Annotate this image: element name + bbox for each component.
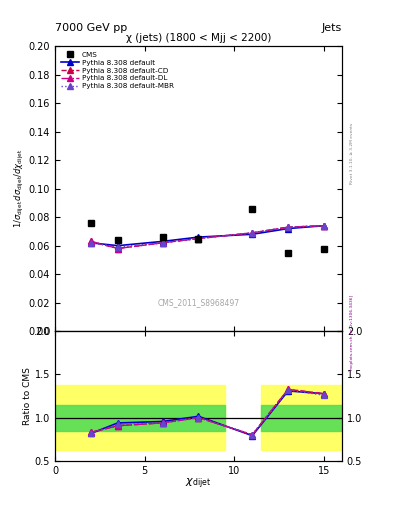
- Text: 7000 GeV pp: 7000 GeV pp: [55, 23, 127, 33]
- Text: mcplots.cern.ch [arXiv:1306.3436]: mcplots.cern.ch [arXiv:1306.3436]: [350, 295, 354, 370]
- Pythia 8.308 default-CD: [286, 224, 290, 230]
- Bar: [55, 404, 225, 431]
- X-axis label: $\chi_{\rm dijet}$: $\chi_{\rm dijet}$: [185, 477, 211, 492]
- Pythia 8.308 default: [88, 240, 93, 246]
- Pythia 8.308 default-MBR: [250, 230, 255, 236]
- Pythia 8.308 default: [321, 223, 326, 229]
- CMS: [160, 234, 165, 240]
- Pythia 8.308 default-CD: [88, 238, 93, 244]
- CMS: [196, 236, 201, 242]
- Pythia 8.308 default: [116, 243, 120, 249]
- CMS: [116, 237, 120, 243]
- Pythia 8.308 default-MBR: [116, 244, 120, 250]
- Bar: [261, 385, 342, 451]
- Bar: [261, 404, 342, 431]
- Pythia 8.308 default: [286, 225, 290, 231]
- Pythia 8.308 default-MBR: [160, 240, 165, 246]
- Y-axis label: Ratio to CMS: Ratio to CMS: [23, 367, 32, 425]
- Pythia 8.308 default-MBR: [88, 240, 93, 246]
- Text: Jets: Jets: [321, 23, 342, 33]
- Pythia 8.308 default-CD: [116, 245, 120, 251]
- Text: Rivet 3.1.10, ≥ 3.2M events: Rivet 3.1.10, ≥ 3.2M events: [350, 123, 354, 184]
- Pythia 8.308 default-CD: [160, 240, 165, 246]
- Line: Pythia 8.308 default-CD: Pythia 8.308 default-CD: [88, 223, 327, 251]
- Pythia 8.308 default-DL: [160, 240, 165, 246]
- Line: Pythia 8.308 default-DL: Pythia 8.308 default-DL: [88, 223, 327, 251]
- Pythia 8.308 default: [196, 234, 201, 240]
- Pythia 8.308 default-DL: [88, 238, 93, 244]
- Pythia 8.308 default: [160, 238, 165, 244]
- Line: Pythia 8.308 default: Pythia 8.308 default: [88, 223, 327, 248]
- Pythia 8.308 default-MBR: [286, 224, 290, 230]
- Line: CMS: CMS: [87, 205, 327, 257]
- Legend: CMS, Pythia 8.308 default, Pythia 8.308 default-CD, Pythia 8.308 default-DL, Pyt: CMS, Pythia 8.308 default, Pythia 8.308 …: [59, 50, 176, 92]
- Pythia 8.308 default-CD: [196, 236, 201, 242]
- Pythia 8.308 default-CD: [250, 230, 255, 236]
- Pythia 8.308 default-MBR: [196, 236, 201, 242]
- CMS: [88, 220, 93, 226]
- Pythia 8.308 default-DL: [286, 224, 290, 230]
- CMS: [250, 205, 255, 211]
- Bar: [55, 385, 225, 451]
- Pythia 8.308 default-CD: [321, 223, 326, 229]
- Pythia 8.308 default: [250, 231, 255, 238]
- CMS: [321, 245, 326, 251]
- Line: Pythia 8.308 default-MBR: Pythia 8.308 default-MBR: [88, 223, 327, 250]
- Pythia 8.308 default-DL: [321, 223, 326, 229]
- Pythia 8.308 default-DL: [196, 236, 201, 242]
- Pythia 8.308 default-DL: [116, 245, 120, 251]
- Title: χ (jets) (1800 < Mjj < 2200): χ (jets) (1800 < Mjj < 2200): [126, 33, 271, 42]
- Y-axis label: $1/\sigma_{\rm dijet}\,d\sigma_{\rm dijet}/d\chi_{\rm dijet}$: $1/\sigma_{\rm dijet}\,d\sigma_{\rm dije…: [13, 149, 26, 228]
- Pythia 8.308 default-DL: [250, 230, 255, 236]
- CMS: [286, 250, 290, 256]
- Pythia 8.308 default-MBR: [321, 223, 326, 229]
- Text: CMS_2011_S8968497: CMS_2011_S8968497: [158, 298, 239, 307]
